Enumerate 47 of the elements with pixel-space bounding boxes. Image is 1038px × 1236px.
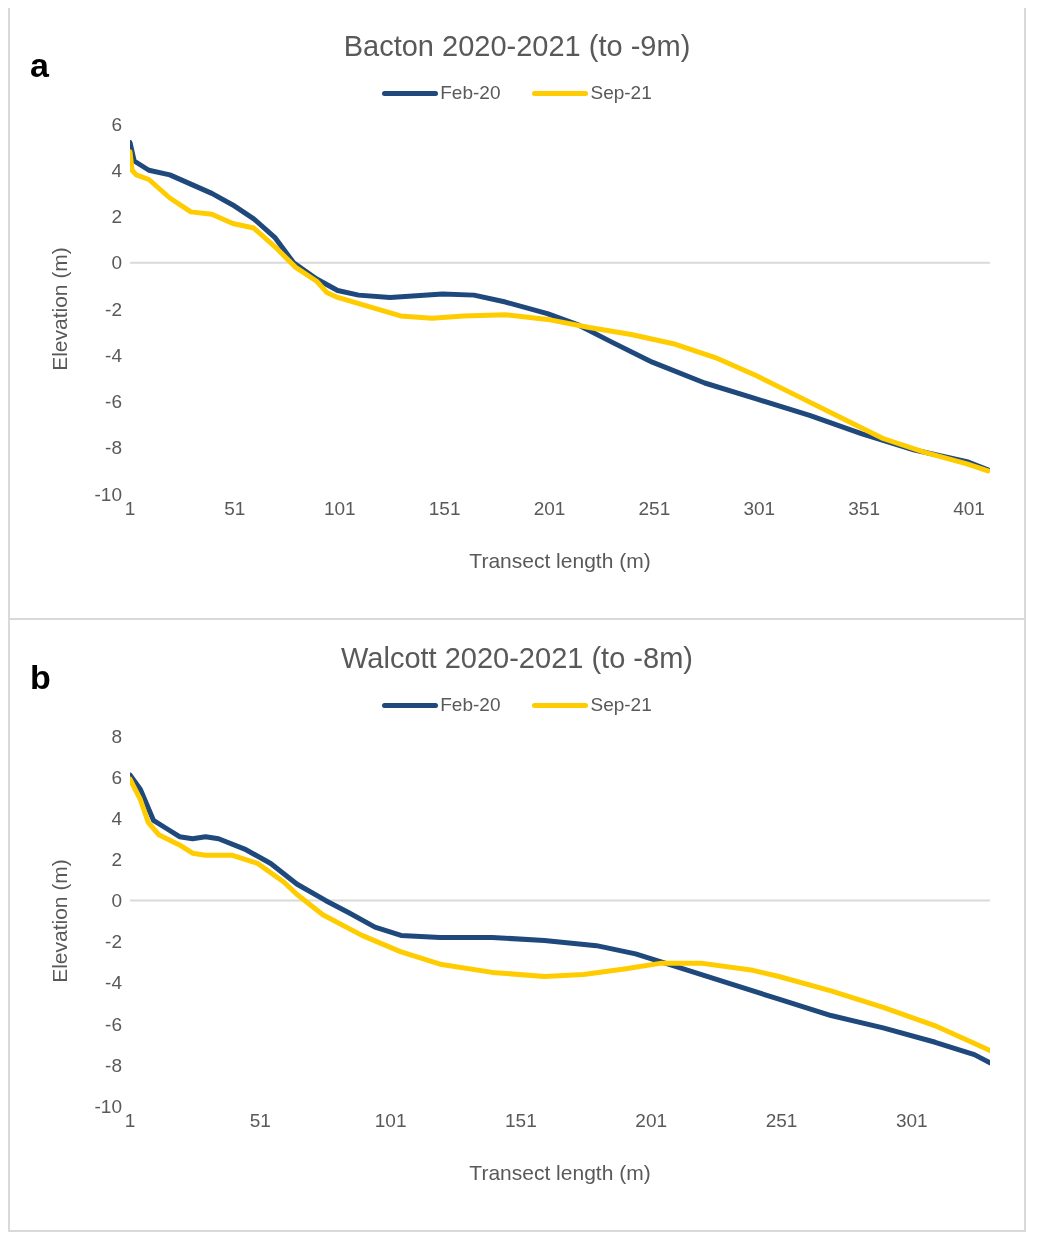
y-tick-label: -2 [105, 931, 122, 953]
y-tick-label: 4 [111, 807, 123, 829]
y-tick-label: -4 [105, 972, 123, 994]
x-tick-label: 151 [505, 1110, 537, 1132]
y-tick-label: -6 [105, 1013, 122, 1035]
chart-title: Bacton 2020-2021 (to -9m) [343, 30, 691, 62]
y-tick-label: 0 [111, 890, 122, 912]
y-tick-label: -10 [94, 483, 122, 505]
y-tick-label: 6 [111, 766, 122, 788]
x-tick-label: 351 [848, 498, 880, 520]
text: b [30, 658, 51, 697]
x-tick-label: 101 [374, 1110, 407, 1132]
x-tick-label: 1 [124, 1110, 136, 1132]
y-tick-label: 8 [111, 725, 122, 747]
y-axis-title: Elevation (m) [48, 247, 72, 371]
chart-title: Walcott 2020-2021 (to -8m) [341, 642, 693, 674]
legend-label: Feb-20 [440, 82, 501, 104]
y-tick-label: -2 [105, 298, 122, 320]
x-axis-title: Transect length (m) [469, 1161, 651, 1184]
y-tick-label: 4 [111, 159, 123, 181]
x-tick-label: 301 [895, 1110, 928, 1132]
y-tick-label: -8 [105, 1054, 122, 1076]
y-tick-label: 2 [111, 206, 122, 228]
x-tick-label: 101 [323, 498, 356, 520]
x-tick-label: 151 [428, 498, 461, 520]
legend-label: Feb-20 [440, 694, 501, 716]
y-tick-label: 2 [111, 849, 122, 871]
x-tick-label: 301 [743, 498, 776, 520]
x-tick-label: 1 [124, 498, 136, 520]
y-axis-title: Elevation (m) [48, 859, 72, 983]
y-tick-label: 6 [111, 113, 122, 135]
y-tick-label: -6 [105, 391, 122, 413]
x-tick-label: 251 [765, 1110, 798, 1132]
y-tick-label: 0 [111, 252, 122, 274]
x-tick-label: 51 [224, 498, 246, 520]
y-tick-label: -10 [94, 1095, 122, 1117]
x-axis-title: Transect length (m) [469, 549, 651, 572]
y-tick-label: -4 [105, 344, 123, 366]
legend-label: Sep-21 [590, 82, 652, 104]
x-tick-label: 401 [953, 498, 985, 520]
x-tick-label: 51 [249, 1110, 271, 1132]
x-tick-label: 251 [638, 498, 671, 520]
x-tick-label: 201 [533, 498, 566, 520]
legend-label: Sep-21 [590, 694, 652, 716]
text: a [30, 46, 49, 85]
y-tick-label: -8 [105, 437, 122, 459]
x-tick-label: 201 [635, 1110, 668, 1132]
